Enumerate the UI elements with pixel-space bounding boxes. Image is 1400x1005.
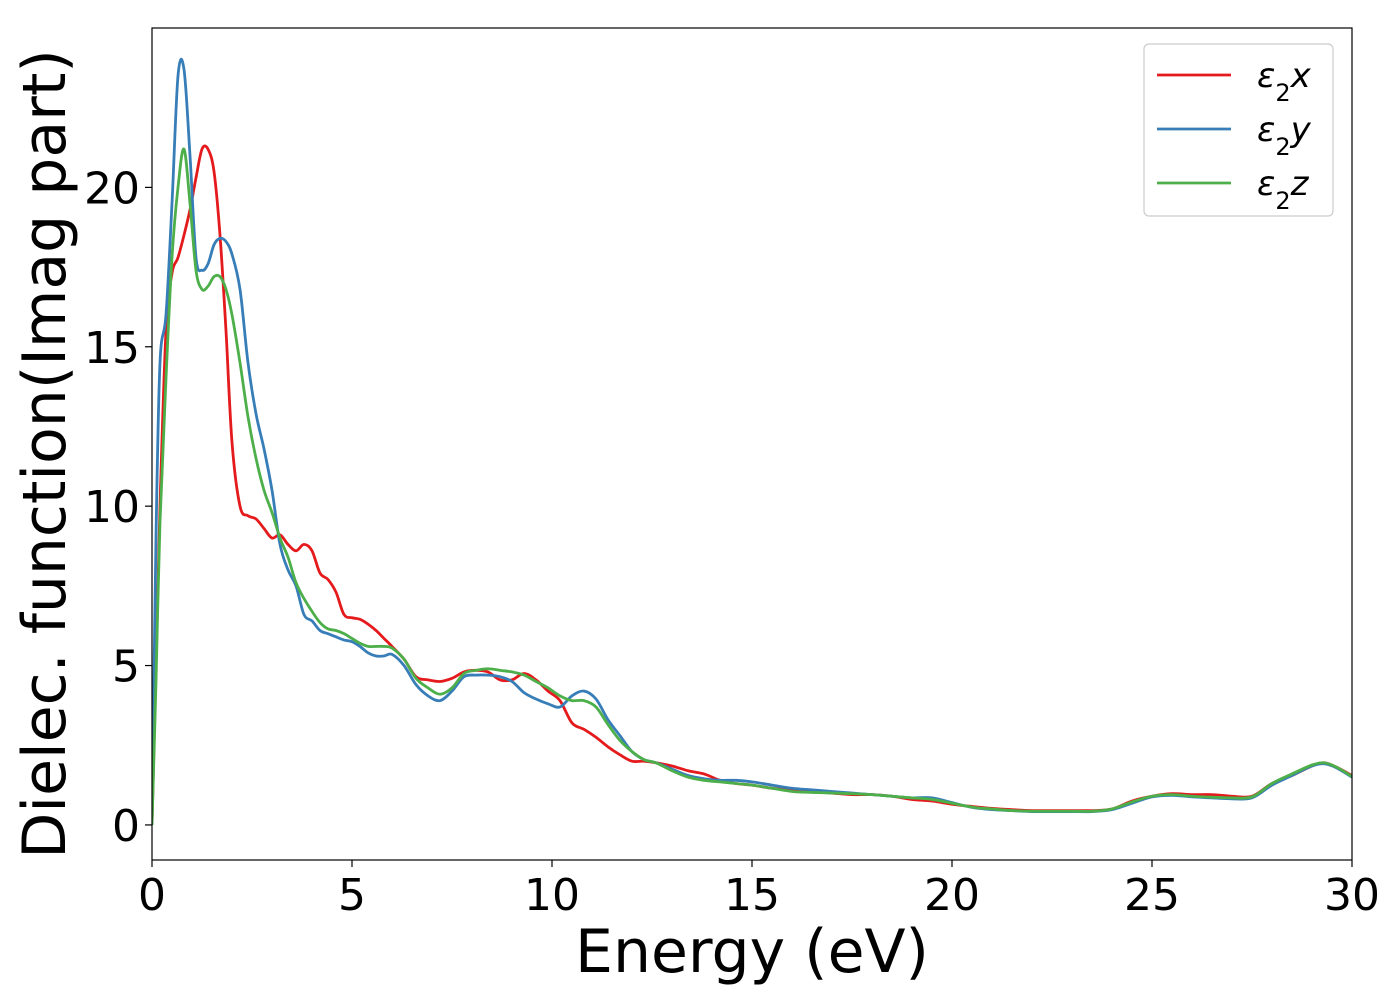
y-tick-label: 15 [84,323,140,374]
series-line-z [152,147,1352,825]
x-tick-label: 0 [138,870,166,921]
x-tick-label: 25 [1124,870,1180,921]
y-tick-label: 0 [112,801,140,852]
axis-ticks: 0 5 10 15 20 25 30 0 5 10 15 20 [84,163,1380,921]
legend-label-z: ε2z [1257,164,1310,215]
x-tick-label: 5 [338,870,366,921]
x-tick-label: 20 [924,870,980,921]
legend-box [1143,43,1334,217]
x-axis-label: Energy (eV) [575,917,929,987]
x-tick-label: 30 [1324,870,1380,921]
x-tick-label: 10 [524,870,580,921]
series-line-x [152,144,1352,825]
legend-label-y: ε2y [1257,110,1312,161]
series-lines [152,57,1352,825]
y-tick-label: 10 [84,482,140,533]
y-tick-label: 5 [112,642,140,693]
x-tick-label: 15 [724,870,780,921]
legend-label-x: ε2x [1257,56,1312,107]
y-tick-label: 20 [84,163,140,214]
y-axis-label: Dielec. function(Imag part) [10,49,80,859]
